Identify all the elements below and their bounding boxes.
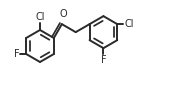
Text: O: O bbox=[59, 9, 67, 19]
Text: Cl: Cl bbox=[35, 12, 45, 22]
Text: F: F bbox=[101, 55, 106, 65]
Text: F: F bbox=[13, 49, 19, 59]
Text: Cl: Cl bbox=[124, 19, 134, 29]
